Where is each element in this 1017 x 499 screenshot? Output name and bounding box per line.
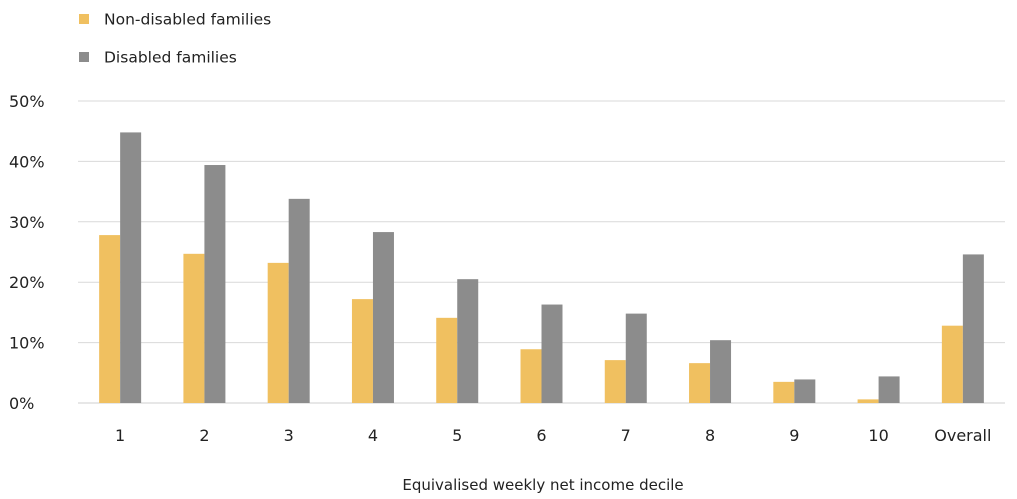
- bar-non-disabled-5: [436, 317, 458, 403]
- x-tick-label: 6: [536, 426, 546, 445]
- bar-disabled-2: [204, 165, 226, 403]
- x-tick-label: 3: [284, 426, 294, 445]
- y-tick-label: 40%: [9, 152, 45, 171]
- bar-non-disabled-overall: [941, 325, 963, 403]
- bar-non-disabled-10: [857, 399, 879, 403]
- x-tick-label: 2: [199, 426, 209, 445]
- x-axis-tick-labels: 1 2 3 4 5 6 7 8 9 10 Overall: [115, 426, 991, 445]
- bar-non-disabled-1: [99, 235, 121, 403]
- x-tick-label: Overall: [934, 426, 991, 445]
- bar-disabled-10: [878, 376, 900, 403]
- bar-disabled-5: [457, 279, 479, 403]
- bar-disabled-overall: [962, 254, 984, 403]
- y-tick-label: 50%: [9, 92, 45, 111]
- x-tick-label: 1: [115, 426, 125, 445]
- bar-disabled-4: [372, 232, 394, 403]
- x-tick-label: 10: [868, 426, 888, 445]
- x-tick-label: 5: [452, 426, 462, 445]
- bar-non-disabled-7: [604, 360, 626, 403]
- x-tick-label: 9: [789, 426, 799, 445]
- x-tick-label: 4: [368, 426, 378, 445]
- gridlines: [78, 100, 1005, 404]
- bar-non-disabled-6: [520, 349, 542, 403]
- x-tick-label: 8: [705, 426, 715, 445]
- bars: [99, 132, 984, 403]
- y-tick-label: 0%: [9, 394, 34, 413]
- bar-non-disabled-8: [689, 363, 711, 403]
- legend-swatch-1: [79, 14, 89, 24]
- x-tick-label: 7: [621, 426, 631, 445]
- bar-disabled-8: [710, 340, 732, 403]
- legend: Non-disabled families Disabled families: [79, 11, 271, 67]
- y-tick-label: 20%: [9, 273, 45, 292]
- bar-non-disabled-3: [267, 262, 289, 403]
- y-axis-tick-labels: 0% 10% 20% 30% 40% 50%: [9, 92, 45, 413]
- legend-swatch-2: [79, 52, 89, 62]
- bar-disabled-3: [288, 198, 310, 403]
- bar-non-disabled-9: [773, 381, 795, 403]
- bar-disabled-6: [541, 304, 563, 403]
- bar-non-disabled-4: [351, 299, 373, 403]
- y-tick-label: 30%: [9, 213, 45, 232]
- bar-disabled-7: [625, 313, 647, 403]
- bar-disabled-9: [794, 379, 816, 403]
- legend-label-2: Disabled families: [104, 49, 237, 67]
- bar-disabled-1: [120, 132, 142, 403]
- legend-label-1: Non-disabled families: [104, 11, 271, 29]
- x-axis-title: Equivalised weekly net income decile: [402, 476, 683, 494]
- y-tick-label: 10%: [9, 334, 45, 353]
- bar-non-disabled-2: [183, 253, 205, 403]
